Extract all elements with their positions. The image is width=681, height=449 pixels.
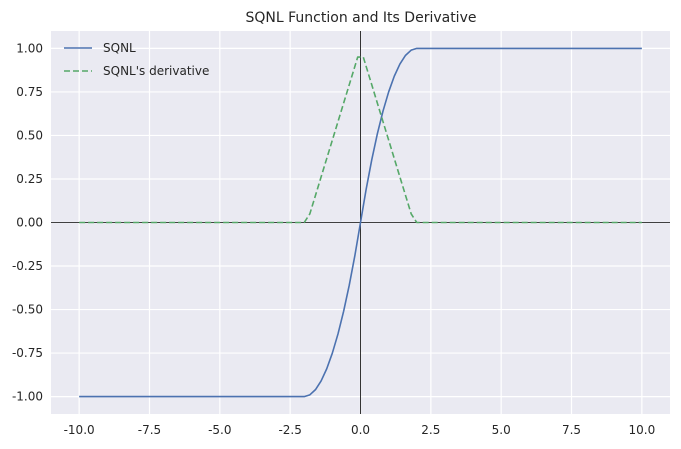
series-line-0 <box>79 47 642 398</box>
x-tick-label: -5.0 <box>208 423 231 437</box>
y-tick-label: -0.75 <box>12 346 43 360</box>
y-tick-label: 0.75 <box>16 85 43 99</box>
x-tick-label: 0.0 <box>351 423 370 437</box>
x-tick-label: -10.0 <box>64 423 95 437</box>
y-tick-label: -0.50 <box>12 303 43 317</box>
y-tick-label: 0.00 <box>16 216 43 230</box>
y-tick-label: -0.25 <box>12 259 43 273</box>
series-line-1 <box>79 56 642 224</box>
y-tick-label: 0.50 <box>16 128 43 142</box>
legend-label-derivative: SQNL's derivative <box>103 64 209 78</box>
chart-title: SQNL Function and Its Derivative <box>246 10 477 26</box>
x-tick-label: 7.5 <box>562 423 581 437</box>
x-tick-label: -7.5 <box>138 423 161 437</box>
series-layer <box>79 47 642 398</box>
y-tick-label: -1.00 <box>12 390 43 404</box>
y-tick-label: 0.25 <box>16 172 43 186</box>
legend-label-sqnl: SQNL <box>103 41 136 55</box>
legend: SQNL SQNL's derivative <box>64 41 209 78</box>
x-tick-label: 2.5 <box>421 423 440 437</box>
y-tick-label: 1.00 <box>16 41 43 55</box>
tick-labels: -10.0 -7.5 -5.0 -2.5 0.0 2.5 5.0 7.5 10.0 1.00 0.7… <box>12 41 655 437</box>
x-tick-label: 5.0 <box>492 423 511 437</box>
x-tick-label: -2.5 <box>278 423 301 437</box>
x-tick-label: 10.0 <box>629 423 656 437</box>
